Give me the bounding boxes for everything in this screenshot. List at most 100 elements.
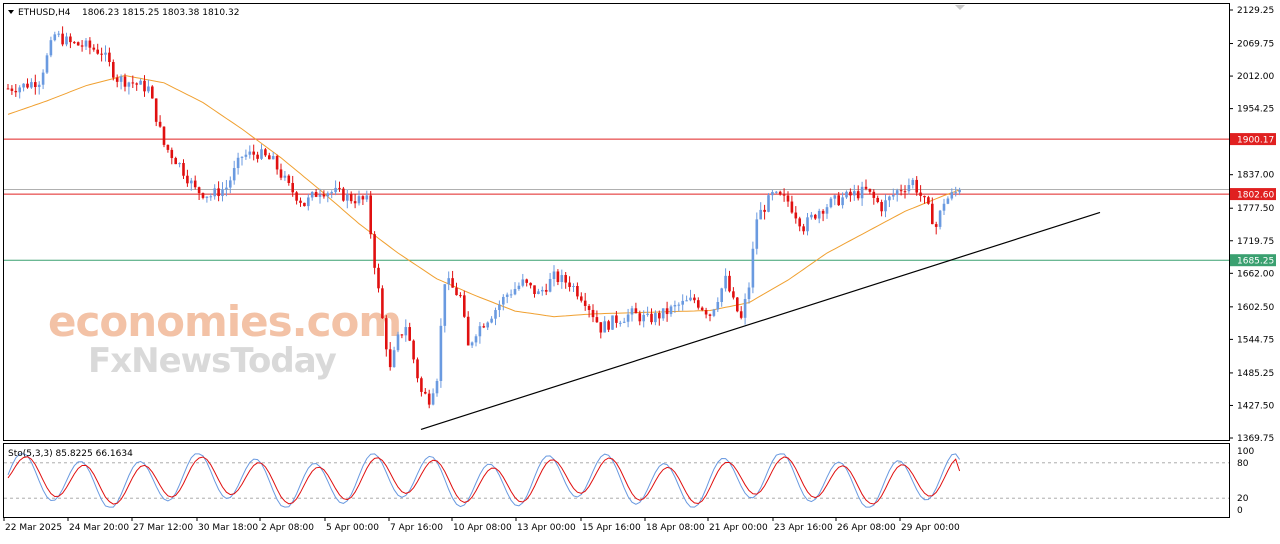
candle: [431, 388, 435, 406]
candle: [115, 74, 119, 88]
candle: [244, 149, 248, 160]
candle: [408, 322, 411, 342]
candle: [338, 181, 341, 192]
candle: [392, 346, 396, 368]
horizontal-levels: [4, 138, 1229, 261]
candle: [747, 282, 751, 304]
candle: [767, 193, 770, 213]
price-tick-label: 1485.25: [1237, 369, 1274, 379]
candle: [22, 83, 25, 92]
candle: [853, 184, 856, 201]
candle: [147, 79, 150, 94]
candle: [478, 321, 482, 344]
candle: [622, 317, 626, 324]
candle: [642, 310, 645, 328]
trendline[interactable]: [420, 211, 1101, 430]
candle: [685, 295, 688, 302]
candle: [30, 78, 33, 89]
candle: [256, 151, 259, 163]
price-tick-label: 1777.50: [1237, 204, 1274, 214]
chart-shift-marker-icon[interactable]: [955, 5, 965, 10]
candle: [330, 190, 333, 199]
candle: [112, 59, 115, 81]
candle: [162, 126, 166, 148]
candle: [724, 268, 727, 292]
candle: [225, 179, 228, 197]
candle: [755, 212, 759, 255]
candlesticks: [6, 26, 961, 409]
candle: [178, 162, 181, 168]
time-tick-label: 2 Apr 08:00: [261, 523, 314, 533]
candle: [10, 85, 14, 95]
candle: [872, 189, 876, 205]
candle: [268, 152, 271, 160]
candle: [307, 193, 310, 211]
candle: [349, 191, 353, 204]
level-tag-1900.17: 1900.17: [1230, 133, 1276, 146]
candle: [158, 115, 162, 128]
candle: [232, 160, 236, 185]
candle: [954, 186, 957, 197]
candle: [923, 195, 926, 204]
candle: [490, 316, 493, 324]
candle: [143, 75, 146, 97]
candle: [934, 221, 938, 235]
time-tick-label: 13 Apr 00:00: [517, 523, 576, 533]
candle: [607, 319, 610, 333]
candle: [927, 195, 930, 205]
candle: [80, 40, 84, 52]
candle: [205, 196, 209, 203]
candle: [365, 190, 369, 203]
candle: [88, 37, 92, 55]
candle: [100, 47, 103, 62]
candle: [716, 297, 720, 313]
candle: [931, 197, 934, 225]
candle: [509, 289, 513, 298]
candle: [303, 202, 306, 207]
time-tick-label: 7 Apr 16:00: [390, 523, 443, 533]
candle: [18, 85, 21, 99]
candle: [771, 189, 774, 201]
candle: [806, 212, 809, 236]
candle: [252, 144, 255, 161]
time-tick-label: 30 Mar 18:00: [198, 523, 258, 533]
trendline-layer: [420, 211, 1101, 430]
candle: [108, 47, 111, 67]
candle: [135, 82, 138, 91]
candle: [498, 300, 501, 318]
candle: [739, 306, 743, 320]
candle: [919, 185, 922, 202]
candle: [564, 272, 567, 289]
candle: [443, 284, 447, 333]
candle: [482, 323, 486, 329]
candle: [217, 181, 220, 202]
candle: [560, 269, 564, 289]
candle: [673, 300, 677, 313]
candle: [310, 191, 314, 201]
level-tag-text: 1802.60: [1237, 191, 1274, 201]
candle: [229, 176, 232, 194]
candle: [84, 38, 88, 51]
menu-triangle-icon[interactable]: [8, 10, 14, 14]
candle: [193, 175, 197, 190]
candle: [833, 194, 837, 206]
candle: [736, 297, 739, 313]
candle: [658, 310, 661, 326]
candle: [447, 271, 450, 291]
candle: [529, 282, 532, 289]
time-tick-label: 5 Apr 00:00: [326, 523, 379, 533]
candle: [260, 144, 263, 161]
stochastic-lines: 100 80 20 0: [4, 447, 1254, 516]
candle: [759, 202, 762, 220]
candle: [361, 195, 365, 206]
candle: [424, 388, 427, 395]
candle: [681, 294, 684, 311]
candle: [123, 73, 127, 92]
candle: [373, 231, 376, 275]
candle: [154, 98, 158, 127]
candle: [825, 203, 829, 219]
time-tick-label: 27 Mar 12:00: [133, 523, 193, 533]
candle: [794, 206, 798, 224]
candle: [400, 334, 404, 339]
